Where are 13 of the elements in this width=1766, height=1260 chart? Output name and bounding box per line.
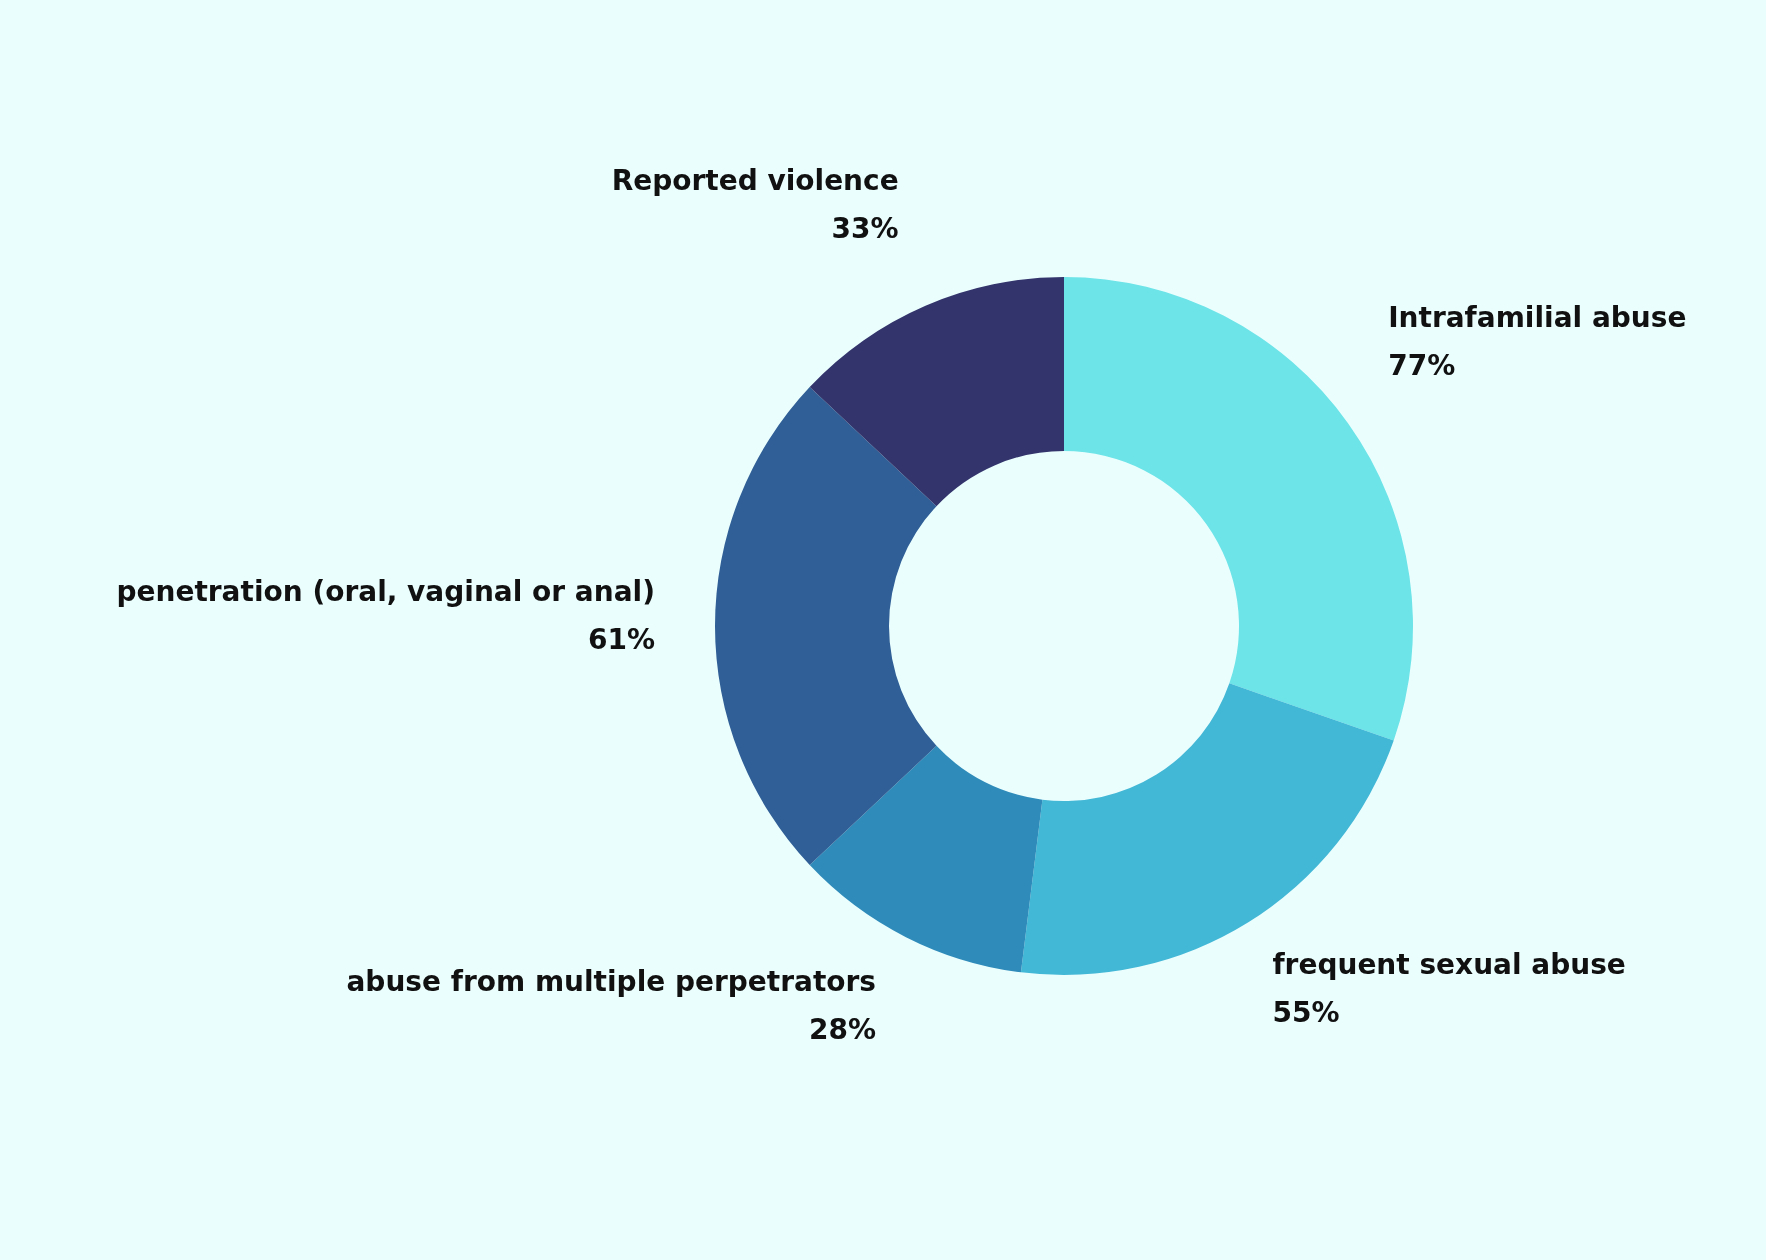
data-label: 61% xyxy=(587,623,655,656)
slice-label: penetration (oral, vaginal or anal) xyxy=(116,575,655,608)
slice-label: abuse from multiple perpetrators xyxy=(346,965,877,999)
slice-label: frequent sexual abuse xyxy=(1272,948,1626,982)
donut-slice xyxy=(715,386,937,866)
slice-label: Reported violence xyxy=(611,164,899,198)
data-label: 28% xyxy=(809,1013,877,1047)
data-label: 77% xyxy=(1388,348,1456,382)
slice-label: Intrafamilial abuse xyxy=(1388,300,1687,334)
donut-slice xyxy=(809,745,1043,973)
data-label: 33% xyxy=(831,212,899,246)
donut-slice xyxy=(809,277,1064,507)
data-label: 55% xyxy=(1272,996,1340,1030)
